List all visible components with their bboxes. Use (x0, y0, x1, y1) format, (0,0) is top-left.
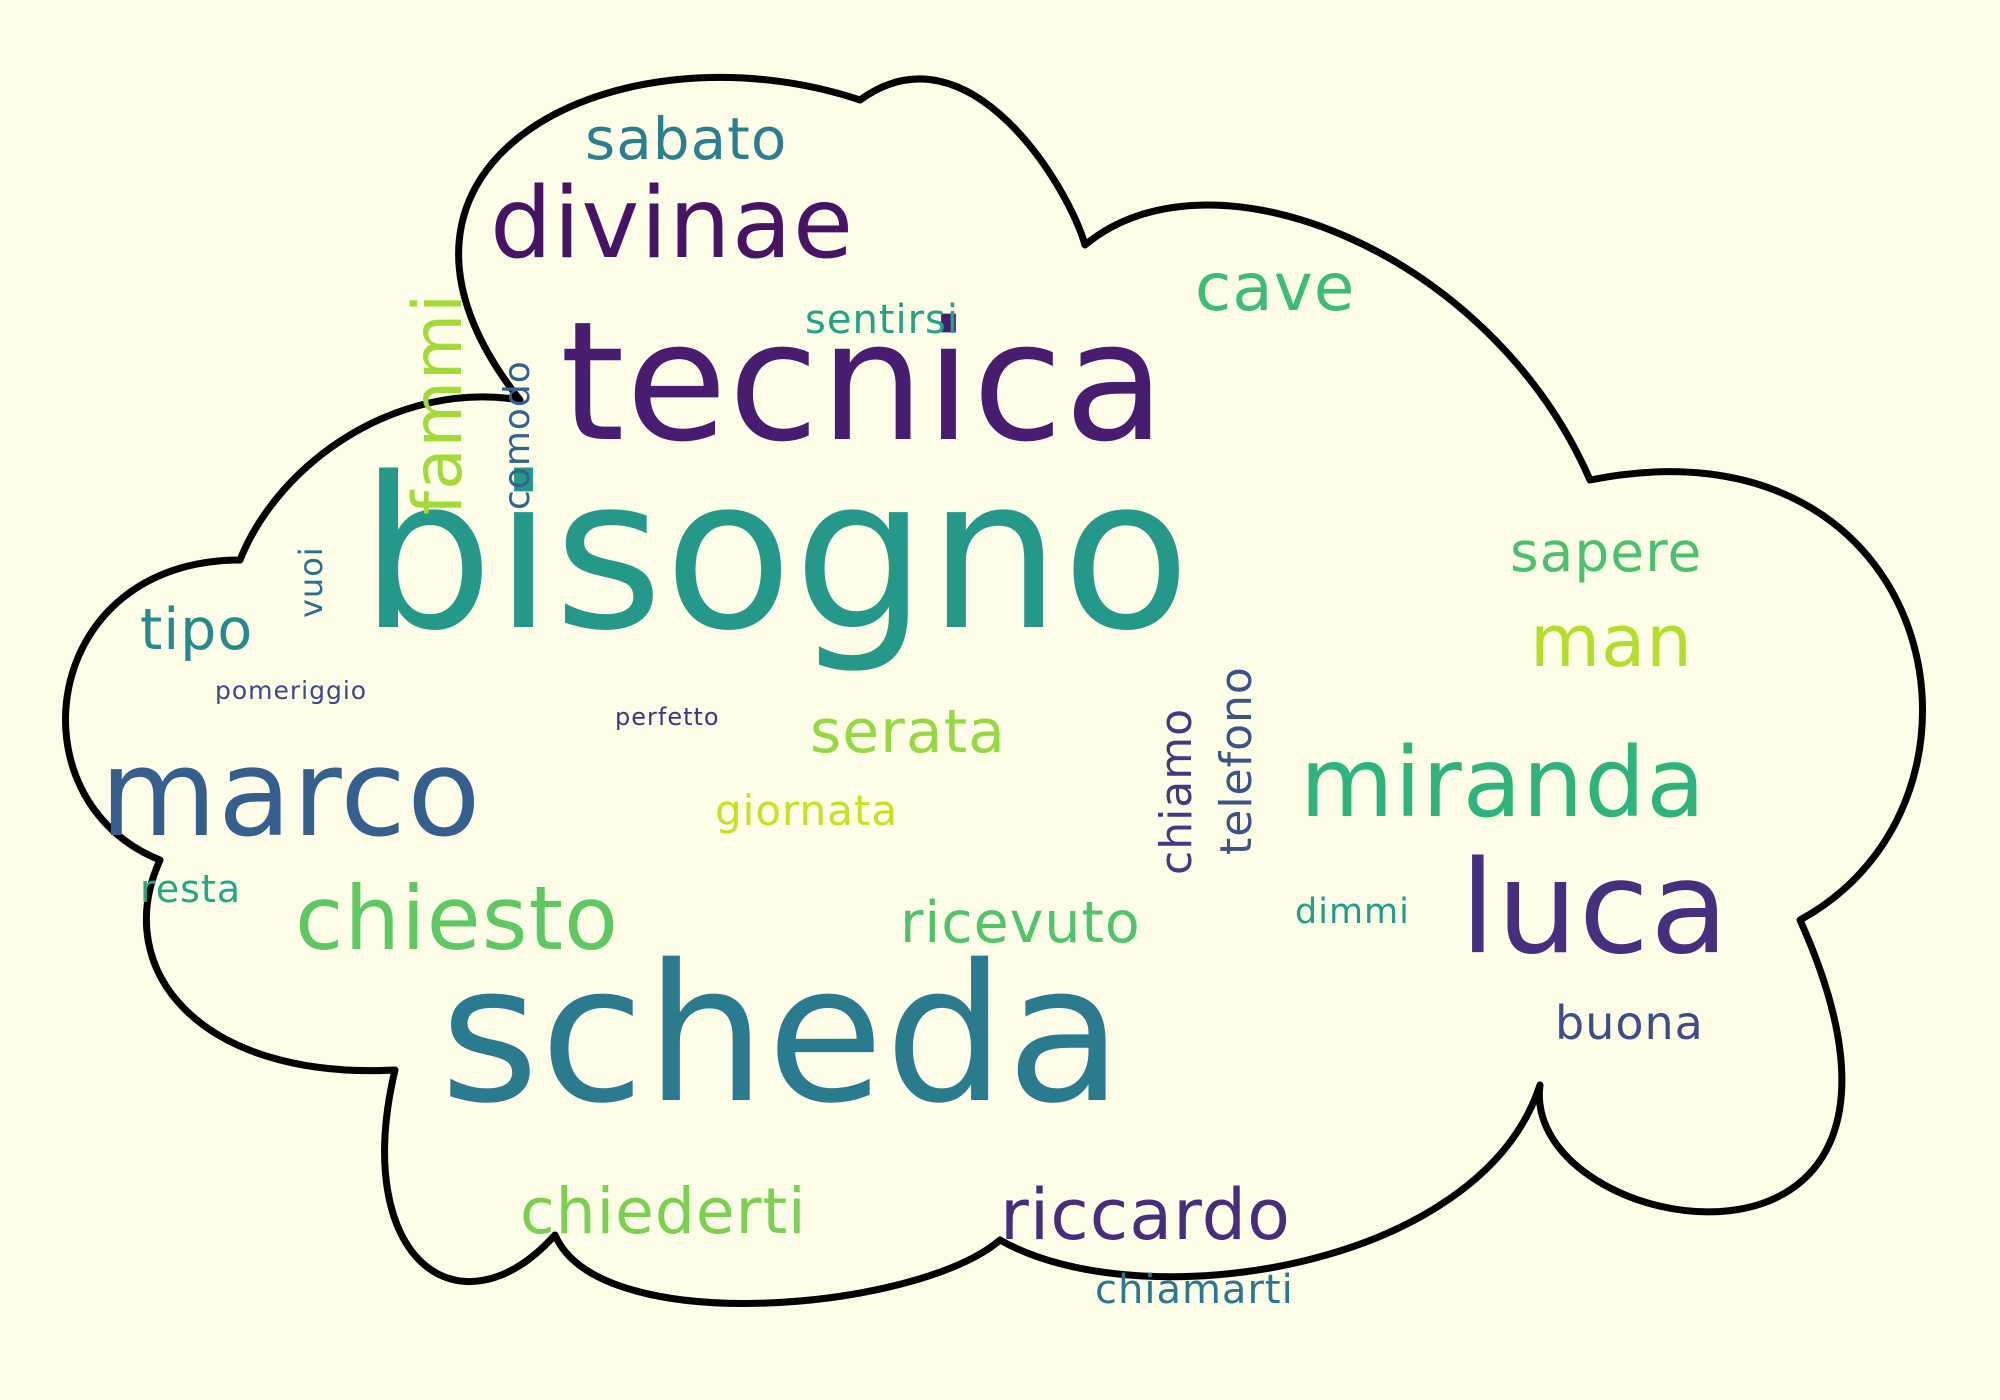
word-scheda: scheda (440, 924, 1124, 1145)
word-telefono: telefono (1211, 666, 1262, 855)
word-chiederti: chiederti (520, 1175, 807, 1248)
word-miranda: miranda (1300, 727, 1707, 839)
word-pomeriggio: pomeriggio (215, 676, 368, 705)
word-fammi: fammi (399, 293, 478, 515)
word-serata: serata (810, 697, 1006, 767)
word-divinae: divinae (490, 167, 855, 281)
word-sapere: sapere (1510, 520, 1703, 584)
word-cave: cave (1195, 249, 1356, 326)
word-ricevuto: ricevuto (900, 890, 1141, 956)
word-resta: resta (140, 867, 242, 911)
word-riccardo: riccardo (1000, 1174, 1291, 1256)
word-bisogno: bisogno (360, 432, 1192, 677)
word-sabato: sabato (585, 105, 788, 173)
word-buona: buona (1555, 996, 1704, 1050)
word-chiamo: chiamo (1151, 707, 1202, 875)
word-tecnica: tecnica (560, 286, 1167, 478)
word-man: man (1530, 599, 1693, 683)
word-sentirsi: sentirsi (805, 297, 959, 343)
word-chiamarti: chiamarti (1095, 1267, 1294, 1313)
word-vuoi: vuoi (292, 546, 330, 618)
word-dimmi: dimmi (1295, 892, 1410, 932)
word-perfetto: perfetto (615, 703, 720, 731)
word-marco: marco (100, 725, 482, 864)
word-luca: luca (1460, 834, 1730, 983)
word-giornata: giornata (715, 786, 899, 835)
word-comodo: comodo (497, 360, 538, 510)
word-tipo: tipo (140, 597, 254, 663)
word-chiesto: chiesto (295, 867, 619, 970)
